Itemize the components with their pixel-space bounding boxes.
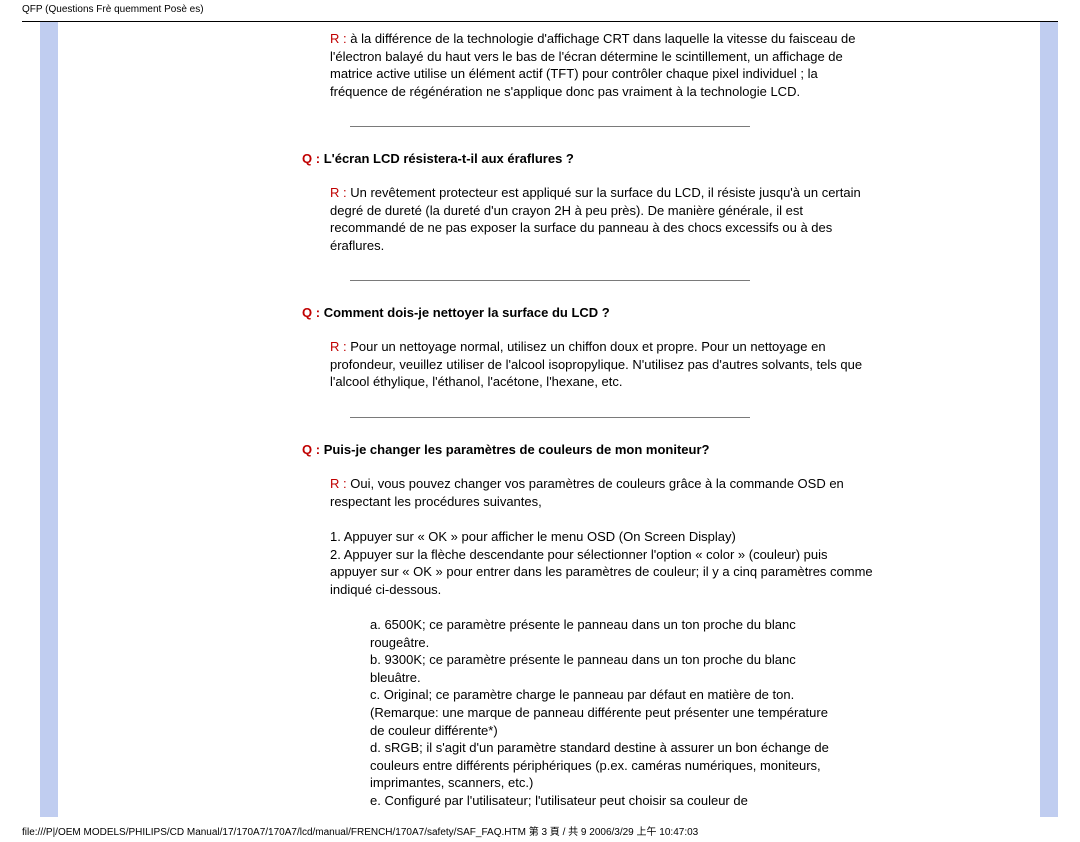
r-label: R : bbox=[330, 31, 347, 46]
question-2-text: Comment dois-je nettoyer la surface du L… bbox=[324, 305, 610, 320]
steps-list: 1. Appuyer sur « OK » pour afficher le m… bbox=[330, 528, 878, 598]
sub-step-c: c. Original; ce paramètre charge le pann… bbox=[370, 686, 838, 739]
answer-2-text: Pour un nettoyage normal, utilisez un ch… bbox=[330, 339, 862, 389]
answer-1-text: Un revêtement protecteur est appliqué su… bbox=[330, 185, 861, 253]
separator bbox=[350, 417, 750, 418]
left-stripe bbox=[40, 22, 58, 817]
q-label: Q : bbox=[302, 151, 320, 166]
step-2: 2. Appuyer sur la flèche descendante pou… bbox=[330, 546, 878, 599]
content-area: R : à la différence de la technologie d'… bbox=[22, 22, 1058, 817]
page-header-title: QFP (Questions Frè quemment Posè es) bbox=[0, 0, 1080, 21]
question-2: Q : Comment dois-je nettoyer la surface … bbox=[302, 305, 1018, 320]
answer-2: R : Pour un nettoyage normal, utilisez u… bbox=[330, 338, 878, 391]
intro-answer-text: à la différence de la technologie d'affi… bbox=[330, 31, 856, 99]
answer-3: R : Oui, vous pouvez changer vos paramèt… bbox=[330, 475, 878, 510]
answer-3-text: Oui, vous pouvez changer vos paramètres … bbox=[330, 476, 844, 509]
r-label: R : bbox=[330, 339, 347, 354]
question-3-text: Puis-je changer les paramètres de couleu… bbox=[324, 442, 710, 457]
question-1: Q : L'écran LCD résistera-t-il aux érafl… bbox=[302, 151, 1018, 166]
step-1: 1. Appuyer sur « OK » pour afficher le m… bbox=[330, 528, 878, 546]
footer-path: file:///P|/OEM MODELS/PHILIPS/CD Manual/… bbox=[0, 817, 1080, 842]
r-label: R : bbox=[330, 185, 347, 200]
page-body: R : à la différence de la technologie d'… bbox=[22, 21, 1058, 817]
sub-step-e: e. Configuré par l'utilisateur; l'utilis… bbox=[370, 792, 838, 810]
question-1-text: L'écran LCD résistera-t-il aux éraflures… bbox=[324, 151, 574, 166]
question-3: Q : Puis-je changer les paramètres de co… bbox=[302, 442, 1018, 457]
separator bbox=[350, 280, 750, 281]
sub-step-a: a. 6500K; ce paramètre présente le panne… bbox=[370, 616, 838, 651]
answer-1: R : Un revêtement protecteur est appliqu… bbox=[330, 184, 878, 254]
sub-steps-list: a. 6500K; ce paramètre présente le panne… bbox=[370, 616, 838, 809]
intro-answer: R : à la différence de la technologie d'… bbox=[330, 30, 878, 100]
r-label: R : bbox=[330, 476, 347, 491]
q-label: Q : bbox=[302, 442, 320, 457]
right-stripe bbox=[1040, 22, 1058, 817]
separator bbox=[350, 126, 750, 127]
q-label: Q : bbox=[302, 305, 320, 320]
sub-step-b: b. 9300K; ce paramètre présente le panne… bbox=[370, 651, 838, 686]
sub-step-d: d. sRGB; il s'agit d'un paramètre standa… bbox=[370, 739, 838, 792]
